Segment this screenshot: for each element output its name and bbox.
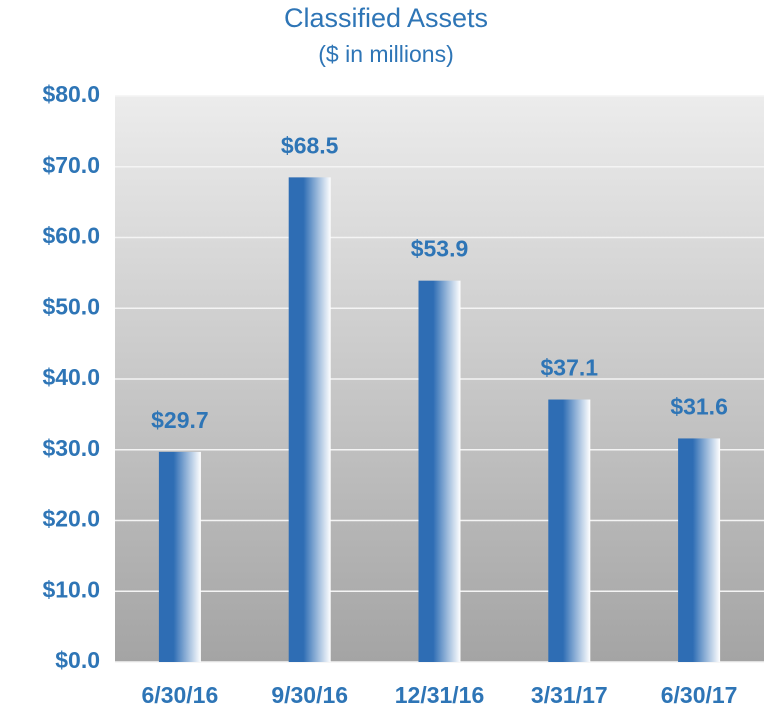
x-tick-label: 6/30/16 [142, 682, 219, 708]
data-label: $31.6 [670, 394, 728, 420]
bar [548, 399, 591, 662]
x-tick-label: 12/31/16 [395, 682, 485, 708]
data-label: $37.1 [541, 355, 599, 381]
data-label: $53.9 [411, 236, 469, 262]
x-tick-label: 3/31/17 [531, 682, 608, 708]
bar [158, 451, 201, 662]
y-tick-label: $80.0 [42, 81, 100, 107]
y-tick-label: $30.0 [42, 435, 100, 461]
x-tick-label: 9/30/16 [271, 682, 348, 708]
data-label: $29.7 [151, 407, 209, 433]
y-tick-label: $60.0 [42, 223, 100, 249]
y-tick-label: $10.0 [42, 576, 100, 602]
x-tick-label: 6/30/17 [661, 682, 738, 708]
y-tick-label: $40.0 [42, 364, 100, 390]
y-tick-label: $70.0 [42, 152, 100, 178]
bar [418, 280, 461, 662]
chart-title: Classified Assets [284, 3, 488, 33]
data-label: $68.5 [281, 132, 339, 158]
bar [288, 177, 331, 663]
chart-subtitle: ($ in millions) [318, 41, 453, 67]
y-tick-label: $20.0 [42, 506, 100, 532]
y-tick-label: $0.0 [55, 647, 100, 673]
y-tick-label: $50.0 [42, 293, 100, 319]
bar [678, 438, 721, 662]
